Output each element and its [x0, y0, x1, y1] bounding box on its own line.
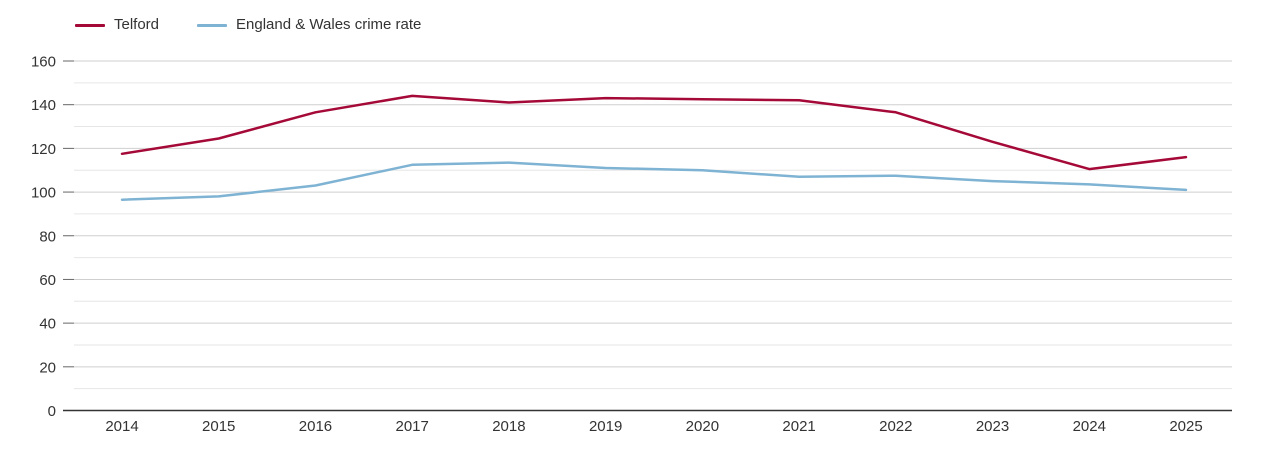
x-axis-label-2022: 2022 [879, 418, 912, 435]
legend-item-telford[interactable]: Telford [75, 16, 159, 34]
x-axis-label-2014: 2014 [105, 418, 138, 435]
y-axis-label-60: 60 [39, 272, 56, 289]
legend-label-england-wales: England & Wales crime rate [236, 16, 422, 33]
y-axis-label-120: 120 [31, 141, 56, 158]
y-axis-label-40: 40 [39, 316, 56, 333]
series-line-england-wales-crime-rate[interactable] [120, 161, 1188, 201]
y-axis-label-100: 100 [31, 185, 56, 202]
chart-legend: Telford England & Wales crime rate [75, 16, 421, 34]
x-axis-label-2016: 2016 [299, 418, 332, 435]
x-axis-label-2021: 2021 [782, 418, 815, 435]
series-line-telford[interactable] [120, 94, 1188, 171]
y-axis-label-140: 140 [31, 97, 56, 114]
y-axis-label-80: 80 [39, 228, 56, 245]
x-axis-label-2019: 2019 [589, 418, 622, 435]
y-axis-label-20: 20 [39, 359, 56, 376]
legend-label-telford: Telford [114, 16, 160, 33]
y-axis-label-0: 0 [48, 403, 56, 420]
x-axis-label-2018: 2018 [492, 418, 525, 435]
x-axis-label-2024: 2024 [1073, 418, 1106, 435]
x-axis-label-2020: 2020 [686, 418, 719, 435]
legend-line-swatch-england-wales [197, 23, 228, 27]
x-axis-label-2015: 2015 [202, 418, 235, 435]
x-axis-label-2023: 2023 [976, 418, 1009, 435]
legend-line-swatch-telford [75, 23, 105, 27]
legend-item-england-wales[interactable]: England & Wales crime rate [197, 16, 421, 34]
x-axis-label-2017: 2017 [395, 418, 428, 435]
y-axis-label-160: 160 [31, 54, 56, 71]
x-axis-label-2025: 2025 [1169, 418, 1202, 435]
